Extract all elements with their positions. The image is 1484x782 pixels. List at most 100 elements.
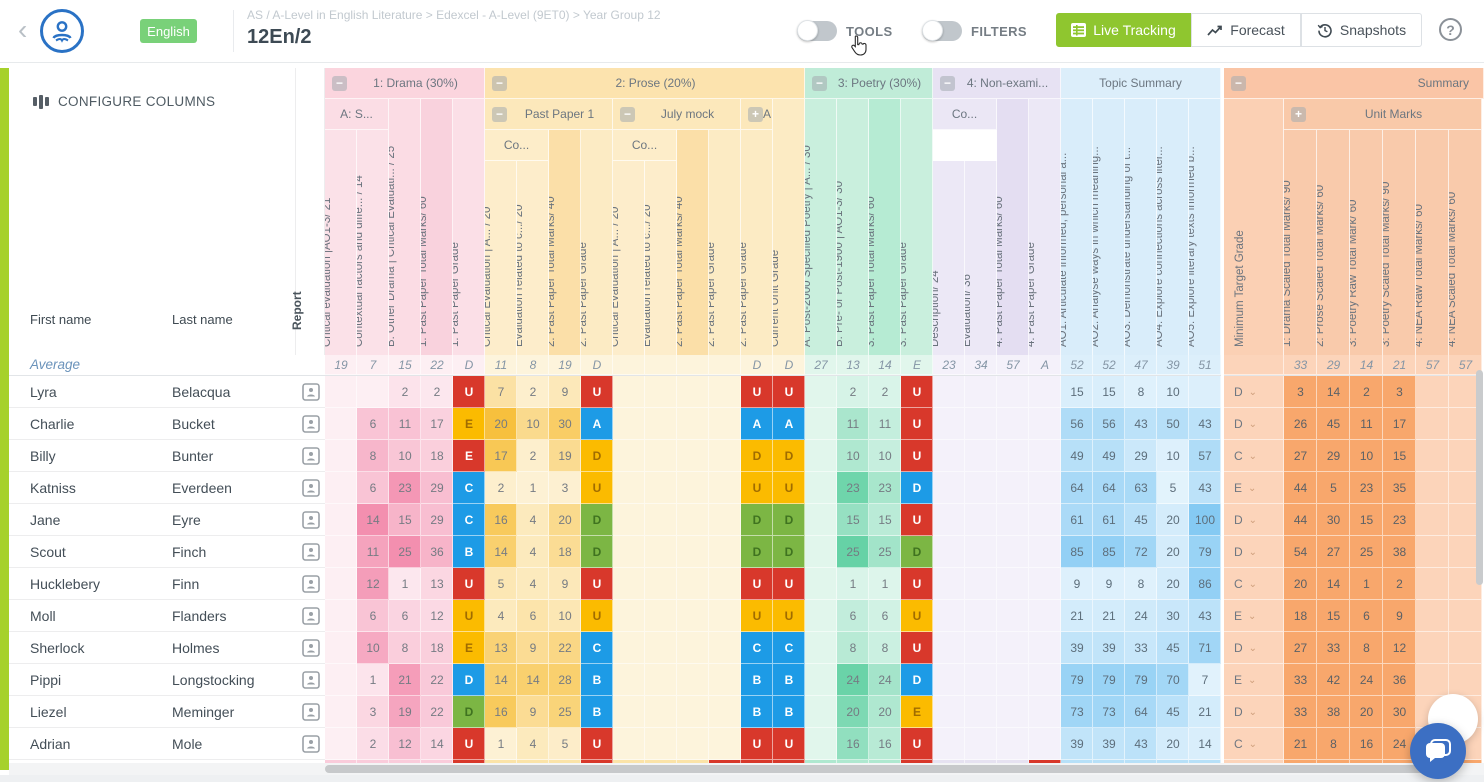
- mark-cell-n2[interactable]: [965, 408, 997, 440]
- mark-cell-u4[interactable]: 23: [1383, 504, 1416, 536]
- grade-cell-d5[interactable]: U: [453, 376, 485, 408]
- mark-cell-u5[interactable]: [1416, 536, 1449, 568]
- grade-cell-a1[interactable]: U: [741, 600, 773, 632]
- mark-cell-n4[interactable]: [1029, 408, 1061, 440]
- mark-cell-d4[interactable]: 12: [421, 600, 453, 632]
- mark-cell-p3[interactable]: 28: [549, 664, 581, 696]
- mark-cell-p3[interactable]: 3: [549, 472, 581, 504]
- grade-cell-d5[interactable]: E: [453, 408, 485, 440]
- mark-cell-n3[interactable]: [997, 664, 1029, 696]
- mark-cell-n2[interactable]: [965, 440, 997, 472]
- column-header-t1[interactable]: AO1: Articulate informed, personal a...: [1061, 99, 1093, 355]
- mark-cell-n2[interactable]: [965, 632, 997, 664]
- column-header-p4[interactable]: 2: Past Paper Grade: [581, 130, 613, 355]
- mark-cell-t1[interactable]: 21: [1061, 600, 1093, 632]
- mark-cell-j4[interactable]: [709, 600, 741, 632]
- column-group-header[interactable]: + Unit Marks: [1284, 99, 1482, 130]
- mark-cell-n4[interactable]: [1029, 440, 1061, 472]
- mark-cell-j3[interactable]: [677, 440, 709, 472]
- grade-cell-o4[interactable]: U: [901, 728, 933, 760]
- mark-cell-u1[interactable]: 18: [1284, 600, 1317, 632]
- mark-cell-o2[interactable]: 1: [837, 568, 869, 600]
- mark-cell-t5[interactable]: 7: [1189, 664, 1221, 696]
- mark-cell-j4[interactable]: [709, 696, 741, 728]
- collapse-icon[interactable]: −: [940, 75, 955, 91]
- mark-cell-t2[interactable]: 21: [1093, 600, 1125, 632]
- mark-cell-t2[interactable]: 73: [1093, 696, 1125, 728]
- mark-cell-d3[interactable]: 11: [389, 408, 421, 440]
- collapse-icon[interactable]: −: [332, 75, 347, 91]
- mark-cell-n4[interactable]: [1029, 728, 1061, 760]
- mark-cell-j1[interactable]: [613, 664, 645, 696]
- target-grade-cell[interactable]: C ⌄: [1224, 568, 1284, 600]
- mark-cell-j2[interactable]: [645, 376, 677, 408]
- mark-cell-u6[interactable]: [1449, 632, 1482, 664]
- mark-cell-j2[interactable]: [645, 408, 677, 440]
- column-group-header[interactable]: +A...: [741, 99, 773, 130]
- expand-icon[interactable]: +: [748, 106, 763, 122]
- mark-cell-n4[interactable]: [1029, 504, 1061, 536]
- mark-cell-t2[interactable]: 79: [1093, 664, 1125, 696]
- mark-cell-p1[interactable]: 16: [485, 696, 517, 728]
- column-group-header[interactable]: Topic Summary: [1061, 68, 1221, 99]
- chat-widget-button[interactable]: [1410, 723, 1466, 779]
- grade-cell-o4[interactable]: D: [901, 664, 933, 696]
- grade-cell-p4[interactable]: D: [581, 536, 613, 568]
- column-header-n4[interactable]: 4: Past Paper Grade: [1029, 99, 1061, 355]
- grade-cell-d5[interactable]: D: [453, 696, 485, 728]
- mark-cell-t3[interactable]: 43: [1125, 728, 1157, 760]
- mark-cell-t3[interactable]: 8: [1125, 568, 1157, 600]
- mark-cell-u1[interactable]: 44: [1284, 504, 1317, 536]
- mark-cell-d3[interactable]: 6: [389, 600, 421, 632]
- column-group-header[interactable]: Co...: [485, 130, 549, 161]
- mark-cell-n4[interactable]: [1029, 696, 1061, 728]
- mark-cell-o3[interactable]: 25: [869, 536, 901, 568]
- mark-cell-n4[interactable]: [1029, 536, 1061, 568]
- mark-cell-n1[interactable]: [933, 504, 965, 536]
- mark-cell-d1[interactable]: [325, 408, 357, 440]
- mark-cell-j3[interactable]: [677, 472, 709, 504]
- column-header-u3[interactable]: 3: Poetry Raw Total Mark/ 60: [1350, 130, 1383, 355]
- mark-cell-d2[interactable]: 6: [357, 472, 389, 504]
- grade-cell-cu[interactable]: U: [773, 472, 805, 504]
- mark-cell-n3[interactable]: [997, 568, 1029, 600]
- grade-cell-cu[interactable]: U: [773, 600, 805, 632]
- mark-cell-t4[interactable]: 10: [1157, 440, 1189, 472]
- mark-cell-d4[interactable]: 17: [421, 408, 453, 440]
- column-group-header[interactable]: − July mock: [613, 99, 741, 130]
- mark-cell-d4[interactable]: 22: [421, 664, 453, 696]
- column-header-a1[interactable]: 2: Past Paper Grade: [741, 130, 773, 355]
- mark-cell-u2[interactable]: 38: [1317, 696, 1350, 728]
- column-header-o4[interactable]: 3: Past Paper Grade: [901, 99, 933, 355]
- mark-cell-o2[interactable]: 2: [837, 376, 869, 408]
- column-header-p2[interactable]: Evaluation related to c.../ 20: [517, 161, 549, 355]
- mark-cell-d2[interactable]: 6: [357, 600, 389, 632]
- mark-cell-o3[interactable]: 15: [869, 504, 901, 536]
- mark-cell-n1[interactable]: [933, 600, 965, 632]
- mark-cell-u3[interactable]: 23: [1350, 472, 1383, 504]
- mark-cell-j4[interactable]: [709, 504, 741, 536]
- mark-cell-t1[interactable]: 61: [1061, 504, 1093, 536]
- mark-cell-t3[interactable]: 72: [1125, 536, 1157, 568]
- mark-cell-p2[interactable]: 6: [517, 600, 549, 632]
- mark-cell-n3[interactable]: [997, 696, 1029, 728]
- grade-cell-o4[interactable]: E: [901, 696, 933, 728]
- mark-cell-t1[interactable]: 9: [1061, 568, 1093, 600]
- column-header-d1[interactable]: Critical evaluation |AO1-3/ 21: [325, 130, 357, 355]
- help-icon[interactable]: ?: [1439, 18, 1462, 41]
- mark-cell-o2[interactable]: 23: [837, 472, 869, 504]
- mark-cell-d3[interactable]: 21: [389, 664, 421, 696]
- mark-cell-o2[interactable]: 11: [837, 408, 869, 440]
- grade-cell-o4[interactable]: U: [901, 408, 933, 440]
- grade-cell-p4[interactable]: U: [581, 376, 613, 408]
- report-icon[interactable]: [302, 415, 320, 433]
- mark-cell-o2[interactable]: 25: [837, 536, 869, 568]
- target-grade-cell[interactable]: D ⌄: [1224, 504, 1284, 536]
- report-icon[interactable]: [302, 511, 320, 529]
- mark-cell-d2[interactable]: 2: [357, 728, 389, 760]
- mark-cell-t1[interactable]: 64: [1061, 472, 1093, 504]
- mark-cell-o1[interactable]: [805, 536, 837, 568]
- column-header-t2[interactable]: AO2: Analyse ways in which meaning...: [1093, 99, 1125, 355]
- target-grade-cell[interactable]: D ⌄: [1224, 632, 1284, 664]
- mark-cell-d3[interactable]: 23: [389, 472, 421, 504]
